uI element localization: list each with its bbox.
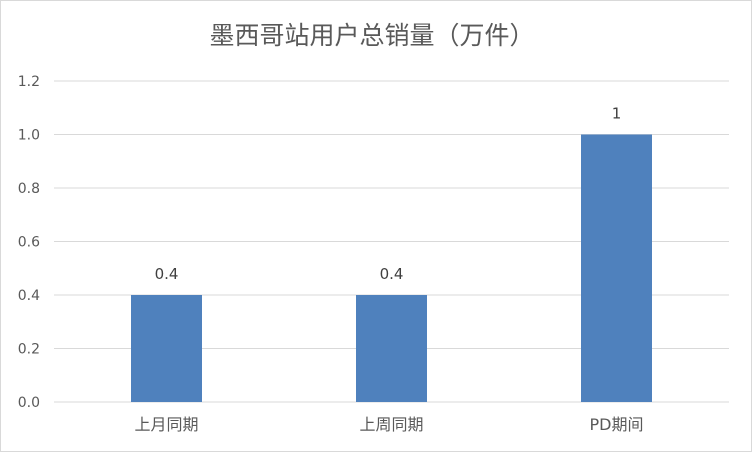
bar — [131, 295, 202, 402]
bar-data-label: 1 — [612, 105, 622, 123]
x-category-label: PD期间 — [590, 415, 644, 434]
x-category-label: 上周同期 — [359, 415, 423, 434]
bar — [356, 295, 427, 402]
y-tick-label: 1.2 — [18, 74, 40, 90]
bar-data-label: 0.4 — [380, 265, 404, 283]
bar-data-label: 0.4 — [155, 265, 179, 283]
y-tick-label: 0.0 — [18, 395, 40, 411]
x-axis-category-labels: 上月同期 上周同期 PD期间 — [134, 415, 643, 434]
x-category-label: 上月同期 — [134, 415, 198, 434]
data-labels: 0.4 0.4 1 — [155, 105, 622, 284]
y-tick-label: 0.8 — [18, 181, 40, 197]
bar — [581, 134, 652, 402]
y-tick-label: 1.0 — [18, 128, 40, 144]
y-tick-label: 0.2 — [18, 342, 40, 358]
y-axis-tick-labels: 0.0 0.2 0.4 0.6 0.8 1.0 1.2 — [18, 74, 40, 411]
bars — [131, 134, 652, 402]
y-tick-label: 0.6 — [18, 235, 40, 251]
y-tick-label: 0.4 — [18, 288, 40, 304]
chart-title: 墨西哥站用户总销量（万件） — [209, 21, 534, 50]
